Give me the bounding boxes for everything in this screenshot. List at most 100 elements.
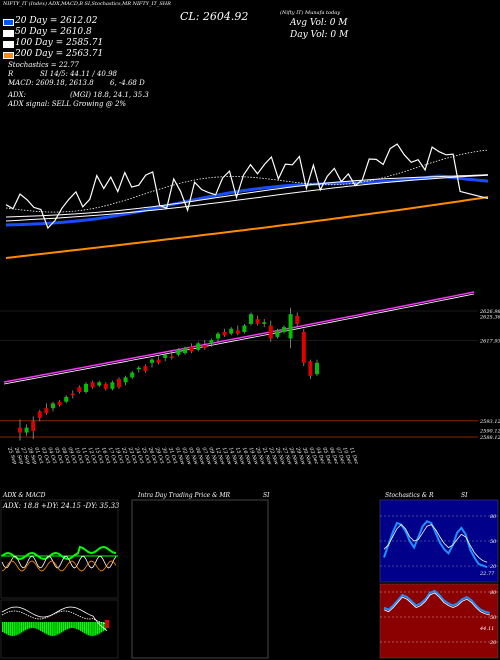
macd-histogram-bar (34, 622, 36, 629)
macd-histogram-bar (93, 622, 95, 636)
macd-histogram-bar (28, 622, 31, 629)
candle-body (268, 325, 273, 339)
candle-body (189, 346, 194, 352)
macd-histogram-bar (55, 622, 57, 636)
date-tick-label: 05 Nov (187, 447, 199, 466)
candle-body (84, 383, 88, 392)
stoch-d-line (383, 524, 488, 563)
adx-row-label: ADX: (8, 91, 27, 99)
macd-panel (0, 599, 119, 659)
macd-histogram-bar (81, 622, 84, 633)
nse-label: (Nifty IT) Munafa today (280, 10, 341, 16)
macd-histogram-bar (49, 622, 51, 636)
adx-lines (1, 545, 117, 572)
si-readout: SI 14/5: 44.11 / 40.98 (40, 70, 117, 78)
macd-histogram-bar (13, 622, 15, 636)
price-level-label: 2626.98 (479, 309, 500, 315)
candle-body (275, 330, 280, 337)
plus-di-line (1, 555, 117, 569)
macd-histogram-bar (51, 622, 53, 636)
adx-signal-readout: ADX signal: SELL Growing @ 2% (8, 100, 127, 108)
stochastics-lines (383, 520, 488, 569)
date-tick-label: 04 Oct (46, 447, 58, 466)
ema-50-line (5, 174, 489, 218)
legend-label-200day: 200 Day = 2563.71 (15, 49, 104, 59)
candle-body (169, 356, 174, 358)
candle-body (288, 314, 293, 339)
ema-200-line (5, 196, 489, 259)
macd-histogram-bar (5, 622, 8, 635)
avg-vol-label: Avg Vol: 0 M (290, 18, 348, 28)
rsi-level-20: 20 (489, 640, 497, 646)
candle-body (156, 359, 161, 363)
date-tick-label: 10 Dec (341, 447, 353, 466)
top-strip: NIFTY_IT (Index) ADX,MACD,B SI,Stochasti… (3, 1, 171, 7)
stoch-level-20: 20 (489, 564, 497, 570)
rsi-level-80: 80 (490, 590, 497, 596)
date-tick-label: 09 Nov (207, 447, 219, 466)
date-tick-label: 30 Oct (160, 447, 172, 466)
intraday-panel (131, 499, 269, 659)
macd-histogram-bar (30, 622, 32, 629)
candle-body (136, 367, 141, 370)
macd-histogram-bar (83, 622, 86, 634)
macd-histogram-bar (21, 622, 23, 633)
legend-swatch-50day (3, 30, 14, 37)
macd-histogram-bar (100, 622, 103, 633)
date-tick-label: 10 Oct (73, 447, 85, 466)
minus-di-line (1, 560, 117, 572)
macd-histogram-bar (7, 622, 10, 636)
macd-histogram-bar (89, 622, 91, 636)
candle-body (51, 403, 55, 409)
macd-histogram-bar (78, 622, 80, 630)
mgi-readout: (MGI) 18.8, 24.1, 35.3 (70, 91, 149, 99)
candle-body (202, 344, 207, 349)
macd-histogram-bar (32, 622, 34, 629)
macd-histogram-bar (64, 622, 67, 631)
adx-panel-values: ADX: 18.8 +DY: 24.15 -DY: 35.33 (3, 502, 120, 510)
adx-line (1, 545, 117, 561)
macd-histogram-bar (97, 622, 99, 635)
signal-line (1, 610, 108, 625)
date-tick-label: 31 Oct (167, 447, 179, 466)
macd-histogram-bar (87, 622, 89, 636)
rsi-panel: 80 50 20 44.11 (379, 583, 499, 659)
date-tick-label: 15 Oct (93, 447, 105, 466)
candle-body (282, 327, 286, 333)
adx-panel (0, 499, 119, 599)
candle-body (117, 379, 121, 388)
macd-histogram-bar (9, 622, 12, 636)
date-tick-label: 19 Oct (113, 447, 125, 466)
macd-histogram-bar (68, 622, 70, 629)
candle-body (209, 340, 214, 344)
candle-body (295, 315, 300, 324)
intraday-panel-title: Intra Day Trading Price & MR (138, 492, 231, 499)
macd-histogram-bar (3, 622, 6, 634)
stoch-panel-title: Stochastics & R (385, 492, 434, 499)
macd-histogram-bar (19, 622, 21, 634)
bb-upper-line (3, 291, 475, 383)
rsi-value: 44.11 (479, 626, 494, 632)
date-tick-label: 01 Oct (33, 447, 45, 466)
date-tick-label: 11 Dec (348, 447, 360, 466)
date-tick-label: 09 Oct (66, 447, 78, 466)
price-level-label: 2593.12 (479, 419, 500, 425)
macd-histogram-bar (70, 622, 72, 629)
stochastics-panel: 80 50 20 22.77 (379, 499, 499, 583)
date-tick-label: 05 Oct (53, 447, 65, 466)
macd-histogram-bar (2, 622, 4, 632)
stochastics-readout: Stochastics = 22.77 (8, 61, 79, 69)
candle-body (150, 359, 154, 363)
date-tick-label: 15 Nov (234, 447, 246, 466)
candle-body (183, 348, 187, 354)
date-tick-label: 03 Oct (40, 447, 52, 466)
macd-readout: MACD: 2609.18, 2613.8 (8, 79, 94, 87)
legend: 20 Day = 2612.02 50 Day = 2610.8 100 Day… (3, 16, 103, 60)
candle-body (249, 314, 253, 324)
date-tick-label: 17 Oct (107, 447, 119, 466)
macd-histogram-bar (76, 622, 78, 629)
price-level-label: 2617.93 (479, 338, 500, 344)
macd-histogram-bar (41, 622, 44, 633)
